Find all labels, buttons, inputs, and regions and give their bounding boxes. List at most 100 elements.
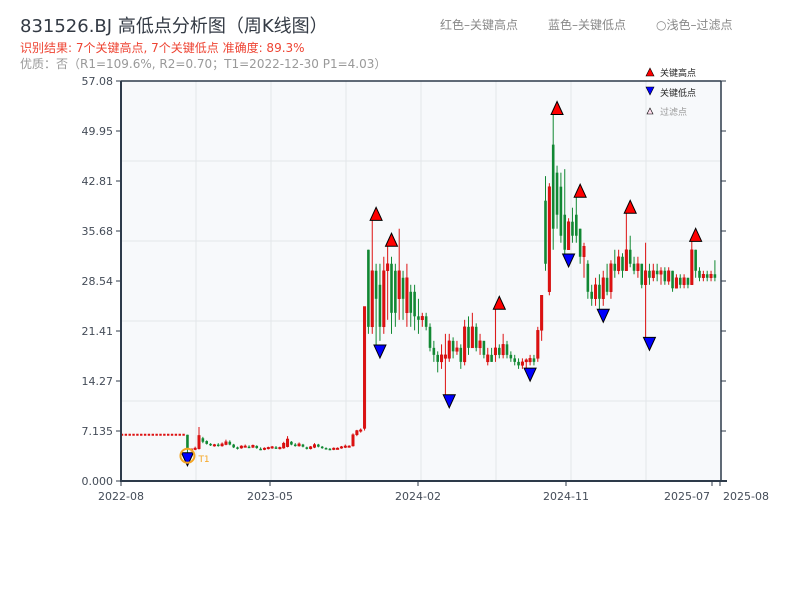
candle [143,433,147,436]
candle [575,214,578,236]
candle [436,354,439,362]
candle [347,445,351,448]
candle [382,270,386,328]
candle [132,433,135,436]
t1-circle [179,447,196,464]
candle [490,354,493,362]
candle [447,340,451,359]
candle [174,433,178,436]
candle [336,447,340,450]
candle [590,291,593,299]
y-tick-label: 0.000 [82,475,114,488]
candle [532,358,536,362]
candle [609,263,613,292]
x-tick-label: 2024-11 [543,490,589,503]
x-tick-label: 2022-08 [98,490,144,503]
candle [328,448,332,451]
key-high-marker [623,199,637,214]
candle [544,200,547,264]
candle [613,263,617,271]
candle [170,433,174,436]
x-tick-label: 2025-08 [723,490,769,503]
candle [236,447,239,449]
candle [167,433,170,436]
candle [459,347,463,362]
candle [239,445,243,449]
y-tick-label: 35.68 [82,225,114,238]
candle [559,186,563,236]
candle [648,270,651,278]
candle [209,443,212,446]
y-tick-label: 28.54 [82,275,114,288]
candle [667,270,671,282]
y-tick-label: 7.135 [82,425,114,438]
candle [409,291,413,313]
candle [624,249,628,271]
candle [555,172,559,215]
key-high-marker [369,206,383,221]
candle [551,144,555,229]
candle [378,284,382,327]
candle [547,186,551,292]
candle [394,270,397,313]
candle [313,444,317,448]
y-tick-label: 21.41 [82,325,114,338]
candle [355,430,359,435]
candle [505,344,509,355]
key-high-marker [573,182,587,198]
candle [274,447,278,449]
candle [270,446,274,449]
candle [197,435,201,449]
candle [178,433,181,436]
candle [390,263,393,313]
candle [686,277,690,285]
candle [540,295,544,331]
key-low-marker [642,336,657,352]
candle [690,249,694,285]
candle [293,444,297,447]
candle [636,263,640,271]
candle [320,446,324,449]
candle [147,433,151,436]
result-summary: 识别结果: 7个关键高点, 7个关键低点 准确度: 89.3% [20,41,305,55]
candle [601,277,605,299]
candle [524,359,528,363]
candle [509,354,513,359]
candle [694,249,697,271]
candle [513,358,516,362]
candle [417,316,420,320]
legend-filtered-label: 过滤点 [660,106,687,118]
key-low-marker [442,394,457,409]
candle [598,284,601,299]
candle [386,263,390,271]
candle [232,444,235,448]
candle [140,433,143,436]
key-low-marker [596,308,611,324]
candle [451,340,455,352]
y-tick-label: 14.27 [82,375,114,388]
legend-low-label: 关键低点 [660,87,696,99]
chart-title: 831526.BJ 高低点分析图（周K线图） [20,16,328,37]
candle [520,361,524,366]
candle [163,433,166,436]
x-tick-label: 2023-05 [247,490,293,503]
candle [297,443,301,447]
candle [243,445,247,448]
candle [193,447,197,450]
candle [428,326,432,348]
candle [128,433,131,436]
legend-high-label: 关键高点 [660,67,696,79]
candle [309,446,313,449]
candle [698,270,701,278]
candle [528,358,532,363]
candle [251,445,255,448]
candle [709,274,713,278]
candle [605,277,609,292]
x-tick-label: 2024-02 [395,490,441,503]
candle [467,326,470,348]
legend-low-icon [645,86,655,96]
candle [413,291,416,317]
candle [501,344,505,356]
candle [324,448,328,450]
